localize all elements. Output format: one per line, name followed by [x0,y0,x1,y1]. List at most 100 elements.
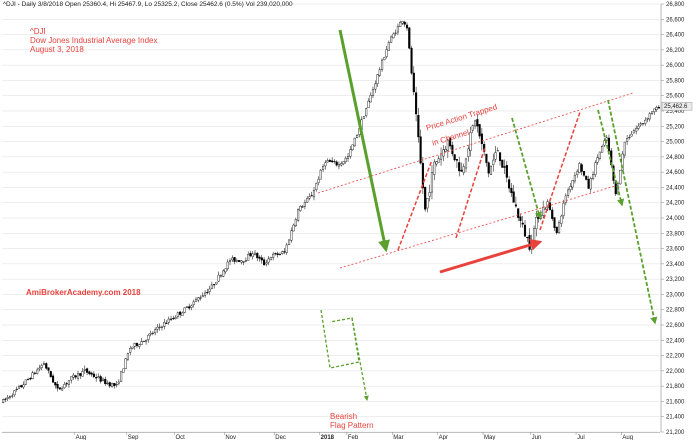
candle-body [231,257,234,261]
candle-body [303,202,306,207]
candle-body [374,83,377,90]
y-tick-label: 21,400 [666,415,685,421]
candle-body [101,378,105,382]
candle-body [197,297,200,301]
candle-body [428,192,431,197]
candle-body [238,260,241,262]
candle-body [453,154,456,161]
candle-body [519,216,522,221]
candle-body [446,139,449,151]
candle-body [133,343,136,347]
candle-body [408,27,411,49]
candle-body [129,348,132,353]
candle-body [462,166,465,173]
candle-body [356,135,359,138]
candle-body [20,385,23,388]
candle-body [149,332,152,335]
candle-body [592,174,595,179]
candle-body [120,371,123,382]
candle-body [321,166,325,170]
candle-body [269,257,272,261]
candle-body [419,136,422,164]
candle-body [601,146,604,153]
x-tick-label: May [484,435,495,440]
candle-body [449,137,452,147]
candle-body [367,100,370,108]
candle-body [117,381,120,384]
candle-body [315,183,318,190]
candle-body [42,363,46,365]
y-tick-label: 21,200 [666,430,685,436]
candle-body [206,292,209,294]
candle-body [319,169,322,180]
candle-body [145,340,148,342]
candle-body [553,217,556,228]
candle-body [548,202,552,211]
candle-body [106,382,109,384]
candle-body [331,160,334,163]
y-tick-label: 26,200 [666,48,685,54]
candle-body [72,374,75,378]
candle-body [455,159,458,161]
y-tick-label: 25,800 [666,78,685,84]
y-tick-label: 24,400 [666,185,685,191]
candle-body [498,152,502,162]
candle-body [194,298,198,302]
candle-body [492,159,495,165]
flag-pattern-arrow [351,317,369,402]
candle-body [623,141,626,156]
candle-body [83,369,86,371]
candle-body [306,198,309,203]
candle-body [635,127,638,132]
candle-body [460,169,463,172]
candle-body [508,179,511,189]
candle-body [163,322,166,327]
y-tick-label: 24,000 [666,216,685,222]
chart-date: August 3, 2018 [30,45,84,54]
candle-body [383,57,386,60]
channel-upper-line [317,92,634,194]
candle-body [226,261,229,270]
candle-body [63,384,66,389]
candle-body [56,383,59,389]
y-tick-label: 26,600 [666,17,685,23]
candle-body [392,33,395,39]
candle-body [444,148,447,152]
candle-body [333,161,336,163]
y-tick-label: 26,400 [666,33,685,39]
x-tick-label: Jun [532,435,542,440]
candle-body [228,260,232,262]
candle-body [637,125,640,129]
candle-body [36,369,39,374]
candle-body [287,239,291,245]
candle-body [147,335,150,340]
candle-body [564,195,567,203]
candle-body [97,376,100,378]
candle-body [503,166,506,168]
candle-body [598,151,601,159]
candle-body [371,89,375,96]
candle-body [326,160,329,163]
candle-body [256,252,259,259]
bearish-dashed-arrow [597,109,625,207]
candle-body [426,198,429,209]
candle-body [263,259,266,266]
candle-body [204,292,207,296]
candle-body [190,305,193,308]
bearish-dashed-arrow [511,117,542,220]
candle-body [290,230,293,241]
candle-body [54,382,57,386]
candle-body [612,165,615,181]
y-tick-label: 23,200 [666,277,685,283]
candle-body [494,152,497,160]
candle-body [17,385,21,389]
candle-body [480,133,483,144]
candle-body [478,124,481,137]
candle-body [646,118,649,120]
candle-body [410,47,413,74]
candle-body [13,390,16,396]
candle-body [412,72,415,93]
pattern-overlays [317,29,658,402]
candle-body [632,130,635,134]
